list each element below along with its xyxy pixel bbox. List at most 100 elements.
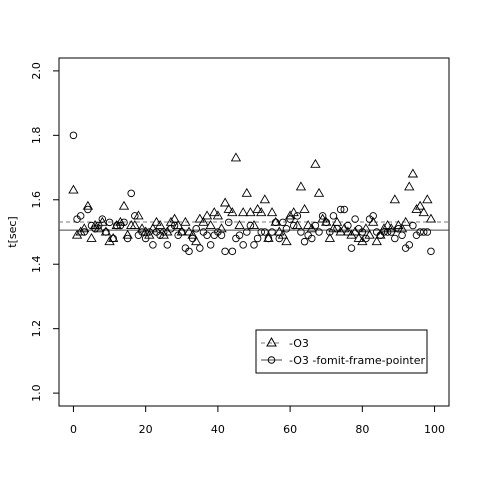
point-o3 bbox=[245, 207, 256, 217]
point-o3-fomit bbox=[109, 234, 117, 243]
point-o3 bbox=[349, 226, 361, 236]
point-o3 bbox=[284, 210, 296, 220]
point-o3-fomit bbox=[282, 225, 291, 233]
point-o3-fomit bbox=[257, 228, 265, 236]
point-o3 bbox=[209, 207, 220, 217]
point-o3-fomit bbox=[94, 221, 103, 230]
point-o3-fomit bbox=[188, 234, 197, 243]
point-o3-fomit bbox=[271, 218, 280, 227]
point-o3-fomit bbox=[427, 247, 435, 256]
point-o3 bbox=[180, 216, 191, 226]
point-o3-fomit bbox=[268, 228, 276, 236]
point-o3-fomit bbox=[398, 231, 406, 239]
point-o3-fomit bbox=[423, 228, 432, 236]
point-o3-fomit bbox=[275, 234, 284, 243]
point-o3-fomit bbox=[131, 212, 139, 220]
point-o3 bbox=[411, 203, 422, 213]
data-points bbox=[68, 131, 437, 256]
point-o3-fomit bbox=[123, 234, 132, 243]
point-o3-fomit bbox=[333, 225, 341, 233]
x-tick-label: 40 bbox=[211, 423, 225, 436]
point-o3-fomit bbox=[84, 205, 92, 214]
point-o3-fomit bbox=[217, 231, 226, 239]
point-o3-fomit bbox=[221, 247, 229, 256]
point-o3-fomit bbox=[336, 205, 345, 214]
point-o3-fomit bbox=[192, 225, 200, 233]
point-o3-fomit bbox=[250, 241, 258, 249]
point-o3-fomit bbox=[315, 228, 323, 236]
point-o3 bbox=[259, 194, 271, 204]
point-o3-fomit bbox=[329, 212, 338, 220]
point-o3-fomit bbox=[102, 228, 110, 236]
point-o3-fomit bbox=[419, 228, 428, 236]
y-tick-label: 1.0 bbox=[30, 384, 43, 402]
point-o3 bbox=[418, 207, 429, 217]
point-o3 bbox=[299, 203, 310, 213]
point-o3-fomit bbox=[120, 218, 128, 227]
point-o3 bbox=[371, 236, 382, 246]
point-o3 bbox=[194, 213, 206, 223]
point-o3 bbox=[187, 229, 198, 239]
point-o3-fomit bbox=[286, 215, 294, 223]
point-o3-fomit bbox=[347, 244, 356, 252]
point-o3 bbox=[353, 232, 364, 242]
point-o3 bbox=[237, 207, 249, 217]
point-o3 bbox=[198, 216, 209, 226]
point-o3 bbox=[389, 194, 401, 204]
point-o3-fomit bbox=[127, 189, 135, 198]
point-o3 bbox=[425, 213, 437, 223]
point-o3-fomit bbox=[308, 234, 316, 243]
point-o3 bbox=[234, 220, 245, 230]
point-o3-fomit bbox=[149, 241, 157, 249]
point-o3-fomit bbox=[358, 228, 367, 236]
point-o3 bbox=[129, 220, 141, 230]
point-o3-fomit bbox=[391, 234, 399, 243]
point-o3 bbox=[335, 226, 346, 236]
point-o3 bbox=[310, 158, 321, 168]
point-o3 bbox=[256, 207, 267, 217]
point-o3 bbox=[136, 223, 148, 233]
point-o3-fomit bbox=[383, 228, 392, 236]
point-o3 bbox=[339, 223, 350, 233]
point-o3-fomit bbox=[196, 244, 204, 252]
point-o3 bbox=[281, 236, 292, 246]
point-o3-fomit bbox=[300, 237, 309, 246]
point-o3 bbox=[205, 220, 216, 230]
point-o3-fomit bbox=[235, 231, 244, 239]
y-tick-label: 1.2 bbox=[30, 320, 43, 338]
point-o3 bbox=[302, 220, 314, 230]
y-tick-label: 1.4 bbox=[30, 255, 43, 273]
x-tick-label: 100 bbox=[424, 423, 445, 436]
point-o3-fomit bbox=[326, 228, 334, 236]
point-o3-fomit bbox=[380, 228, 388, 236]
y-tick-label: 1.8 bbox=[30, 127, 43, 145]
legend-marker-o3 bbox=[266, 336, 277, 347]
point-o3 bbox=[82, 200, 94, 210]
point-o3 bbox=[266, 207, 278, 217]
point-o3 bbox=[118, 200, 130, 210]
point-o3 bbox=[367, 216, 379, 226]
point-o3-fomit bbox=[105, 218, 114, 227]
point-o3-fomit bbox=[113, 221, 121, 230]
x-tick-label: 0 bbox=[70, 423, 77, 436]
point-o3-fomit bbox=[98, 215, 107, 223]
point-o3-fomit bbox=[141, 234, 150, 243]
x-tick-label: 20 bbox=[139, 423, 153, 436]
point-o3-fomit bbox=[289, 221, 298, 230]
point-o3 bbox=[71, 229, 83, 239]
point-o3-fomit bbox=[279, 218, 287, 227]
point-o3-fomit bbox=[178, 228, 186, 236]
point-o3-fomit bbox=[76, 212, 85, 220]
point-o3-fomit bbox=[170, 221, 179, 230]
point-o3 bbox=[133, 210, 144, 220]
point-o3 bbox=[216, 223, 227, 233]
x-axis: 0 20 40 60 80 100 bbox=[70, 405, 445, 436]
point-o3-fomit bbox=[159, 228, 168, 236]
point-o3 bbox=[89, 220, 101, 230]
point-o3-fomit bbox=[185, 247, 193, 256]
point-o3-fomit bbox=[322, 218, 330, 227]
point-o3-fomit bbox=[261, 228, 269, 236]
point-o3 bbox=[313, 187, 325, 197]
point-o3 bbox=[414, 200, 426, 210]
point-o3-fomit bbox=[369, 212, 377, 220]
